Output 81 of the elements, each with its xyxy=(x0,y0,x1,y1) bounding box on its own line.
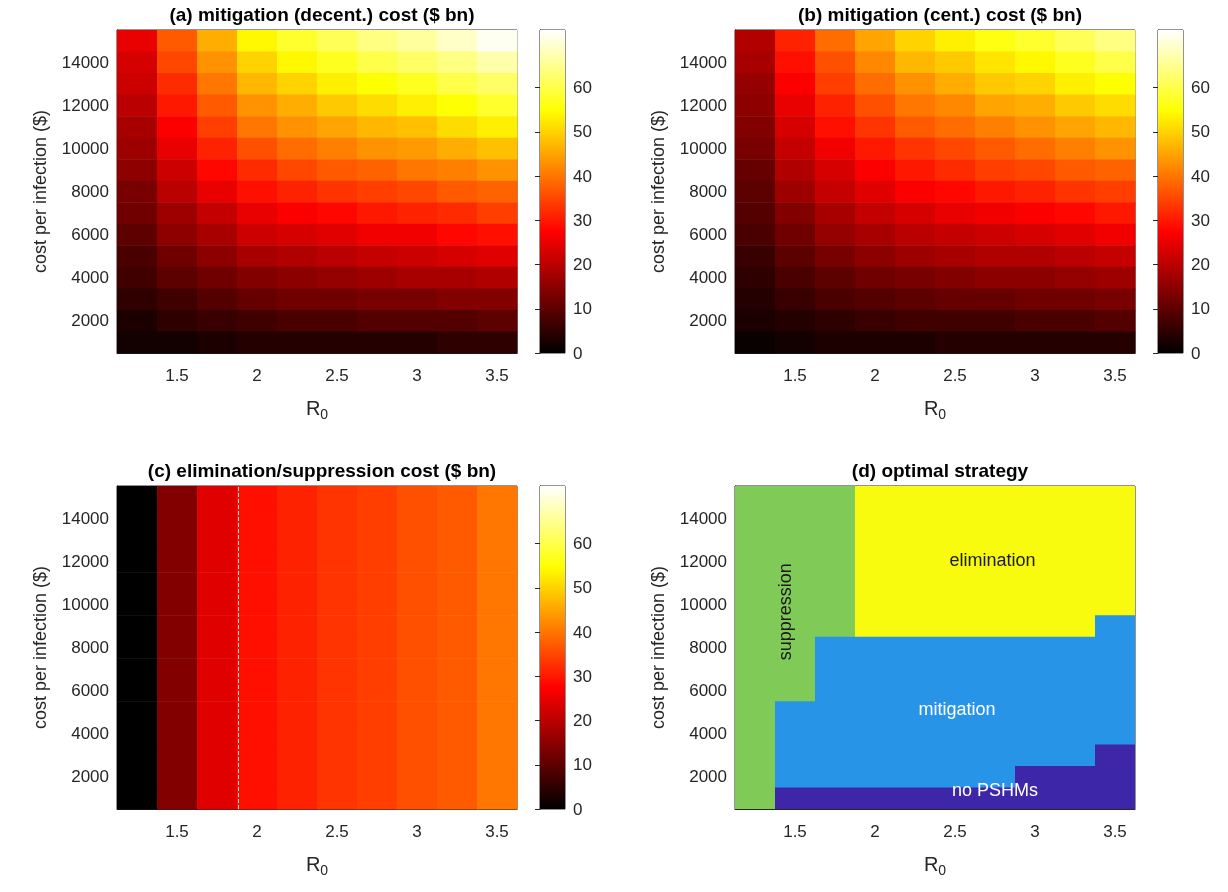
color-bar-label: 40 xyxy=(573,622,592,642)
color-bar-label: 20 xyxy=(573,711,592,731)
x-tick-label: 2 xyxy=(870,822,880,841)
y-tick-label: 4000 xyxy=(71,268,109,288)
y-axis-title: cost per infection ($) xyxy=(30,565,50,730)
y-tick-label: 8000 xyxy=(689,182,727,201)
color-bar-label: 50 xyxy=(573,122,592,142)
chart-title: (c) elimination/suppression cost ($ bn) xyxy=(147,460,497,481)
color-bar-label: 60 xyxy=(573,534,592,554)
x-tick-label: 2.5 xyxy=(943,366,967,385)
x-tick-label: 1.5 xyxy=(165,822,189,841)
series-label: suppression xyxy=(775,563,795,661)
x-tick-label: 2.5 xyxy=(325,366,349,385)
color-bar-label: 60 xyxy=(1191,78,1210,98)
x-tick-label: 1.5 xyxy=(783,822,807,841)
y-tick-label: 14000 xyxy=(679,52,727,72)
y-tick-label: 6000 xyxy=(689,225,727,245)
color-bar-label: 10 xyxy=(573,299,592,319)
y-tick-label: 12000 xyxy=(61,551,109,571)
y-tick-label: 10000 xyxy=(61,138,109,158)
y-tick-label: 4000 xyxy=(71,724,109,744)
x-tick-label: 3.5 xyxy=(1103,822,1127,841)
x-tick-label: 3 xyxy=(412,822,422,841)
x-tick-label: 3.5 xyxy=(485,822,509,841)
color-bar-label: 0 xyxy=(573,799,583,819)
y-tick-label: 4000 xyxy=(689,268,727,288)
chart-title: (d) optimal strategy xyxy=(851,460,1029,481)
x-tick-label: 2.5 xyxy=(943,822,967,841)
color-bar-label: 30 xyxy=(573,666,592,686)
color-bar-label: 10 xyxy=(1191,299,1210,319)
x-tick-label: 3 xyxy=(1030,822,1040,841)
chart-title: (a) mitigation (decent.) cost ($ bn) xyxy=(169,4,475,25)
y-tick-label: 12000 xyxy=(61,95,109,115)
y-tick-label: 14000 xyxy=(61,52,109,72)
color-bar-label: 20 xyxy=(573,255,592,275)
y-tick-label: 8000 xyxy=(71,638,109,657)
color-bar-label: 60 xyxy=(573,78,592,98)
x-tick-label: 2 xyxy=(870,366,880,385)
y-tick-label: 12000 xyxy=(679,95,727,115)
series-label: elimination xyxy=(949,550,1036,571)
y-tick-label: 12000 xyxy=(679,551,727,571)
y-tick-label: 2000 xyxy=(689,311,727,331)
color-bar-label: 10 xyxy=(573,755,592,775)
y-tick-label: 2000 xyxy=(689,767,727,787)
y-tick-label: 2000 xyxy=(71,767,109,787)
y-axis-title: cost per infection ($) xyxy=(648,565,668,730)
y-axis-title: cost per infection ($) xyxy=(648,109,668,274)
y-tick-label: 2000 xyxy=(71,311,109,331)
color-bar-label: 40 xyxy=(573,166,592,186)
y-tick-label: 14000 xyxy=(679,508,727,528)
x-tick-label: 3 xyxy=(1030,366,1040,385)
color-bar-label: 0 xyxy=(573,343,583,363)
series-label: no PSHMs xyxy=(951,779,1039,800)
x-tick-label: 2.5 xyxy=(325,822,349,841)
x-tick-label: 1.5 xyxy=(165,366,189,385)
color-bar-label: 0 xyxy=(1191,343,1201,363)
y-tick-label: 14000 xyxy=(61,508,109,528)
y-tick-label: 10000 xyxy=(679,138,727,158)
color-bar-label: 50 xyxy=(1191,122,1210,142)
x-tick-label: 3 xyxy=(412,366,422,385)
x-tick-label: 3.5 xyxy=(1103,366,1127,385)
y-tick-label: 10000 xyxy=(61,594,109,614)
y-tick-label: 8000 xyxy=(71,182,109,201)
chart-title: (b) mitigation (cent.) cost ($ bn) xyxy=(798,4,1082,25)
x-tick-label: 2 xyxy=(252,366,262,385)
color-bar-label: 30 xyxy=(573,210,592,230)
x-tick-label: 2 xyxy=(252,822,262,841)
color-bar-label: 30 xyxy=(1191,210,1210,230)
y-tick-label: 4000 xyxy=(689,724,727,744)
y-axis-title: cost per infection ($) xyxy=(30,109,50,274)
y-tick-label: 10000 xyxy=(679,594,727,614)
color-bar-label: 40 xyxy=(1191,166,1210,186)
x-tick-label: 1.5 xyxy=(783,366,807,385)
y-tick-label: 6000 xyxy=(689,681,727,701)
y-tick-label: 6000 xyxy=(71,225,109,245)
x-tick-label: 3.5 xyxy=(485,366,509,385)
y-tick-label: 6000 xyxy=(71,681,109,701)
y-tick-label: 8000 xyxy=(689,638,727,657)
color-bar-label: 20 xyxy=(1191,255,1210,275)
series-label: mitigation xyxy=(918,698,996,719)
color-bar-label: 50 xyxy=(573,578,592,598)
